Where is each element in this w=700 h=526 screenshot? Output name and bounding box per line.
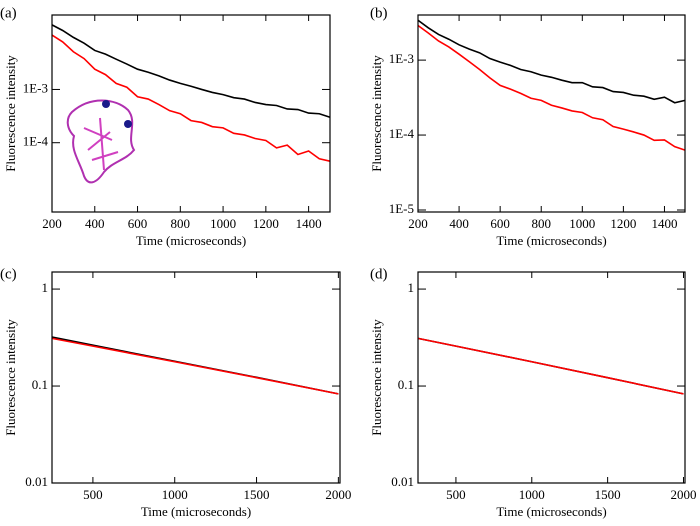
panel: (b) Time (microseconds) Fluorescence inten…	[369, 5, 686, 248]
protein-site	[102, 100, 110, 108]
y-tick-label: 0.1	[398, 377, 414, 392]
panel: (c) Time (microseconds) Fluorescence inten…	[0, 266, 351, 519]
protein-site	[124, 120, 132, 128]
panel: (d) Time (microseconds) Fluorescence inten…	[369, 266, 696, 519]
x-tick-label: 1200	[253, 216, 279, 231]
protein-inset	[66, 99, 136, 184]
series-line	[417, 24, 686, 151]
panel: (a) Time (microseconds) Fluorescence inten…	[0, 5, 331, 248]
x-tick-label: 200	[408, 216, 428, 231]
y-tick-label: 1E-4	[23, 134, 49, 149]
plot-frame	[51, 14, 331, 213]
x-tick-label: 1200	[610, 216, 636, 231]
x-tick-label: 1400	[296, 216, 322, 231]
x-tick-label: 600	[128, 216, 148, 231]
y-tick-label: 1	[42, 280, 49, 295]
x-tick-label: 1000	[210, 216, 236, 231]
series-line	[51, 337, 339, 395]
x-tick-label: 500	[446, 487, 466, 502]
plot-frame	[417, 14, 686, 213]
x-tick-label: 1000	[162, 487, 188, 502]
y-tick-label: 0.01	[25, 474, 48, 489]
protein-strands	[83, 117, 119, 171]
y-axis-title: Fluorescence intensity	[369, 55, 384, 172]
x-tick-label: 1500	[595, 487, 621, 502]
x-axis-title: Time (microseconds)	[136, 233, 246, 248]
series-line	[417, 337, 684, 395]
x-axis-title: Time (microseconds)	[141, 504, 251, 519]
plot-frame	[417, 271, 686, 484]
x-tick-label: 600	[490, 216, 510, 231]
x-tick-label: 800	[531, 216, 551, 231]
x-tick-label: 1000	[569, 216, 595, 231]
plot-frame	[51, 271, 341, 484]
panel-label: (a)	[0, 5, 17, 21]
x-tick-label: 800	[171, 216, 191, 231]
y-tick-label: 1	[408, 280, 415, 295]
y-tick-label: 1E-3	[389, 51, 414, 66]
x-axis-title: Time (microseconds)	[496, 233, 606, 248]
x-tick-label: 400	[85, 216, 105, 231]
protein-outline	[66, 99, 136, 184]
y-tick-label: 1E-4	[389, 126, 415, 141]
x-tick-label: 1500	[244, 487, 270, 502]
x-tick-label: 400	[449, 216, 469, 231]
x-tick-label: 2000	[670, 487, 696, 502]
x-tick-label: 200	[42, 216, 62, 231]
x-tick-label: 2000	[325, 487, 351, 502]
y-tick-label: 0.01	[391, 474, 414, 489]
x-tick-label: 1400	[651, 216, 677, 231]
x-tick-label: 1000	[519, 487, 545, 502]
y-tick-label: 0.1	[32, 377, 48, 392]
series-line	[417, 19, 686, 104]
y-axis-title: Fluorescence intensity	[369, 319, 384, 436]
x-tick-label: 500	[83, 487, 103, 502]
series-line	[51, 24, 331, 119]
series-line	[51, 34, 331, 162]
y-axis-title: Fluorescence intensity	[3, 55, 18, 172]
y-tick-label: 1E-3	[23, 80, 48, 95]
panel-label: (d)	[370, 266, 388, 282]
x-axis-title: Time (microseconds)	[496, 504, 606, 519]
panel-label: (b)	[370, 5, 388, 21]
y-tick-label: 1E-5	[389, 201, 414, 216]
panel-label: (c)	[0, 266, 17, 282]
y-axis-title: Fluorescence intensity	[3, 319, 18, 436]
